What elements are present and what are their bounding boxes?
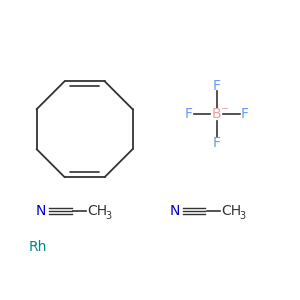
Text: F: F <box>213 79 221 93</box>
Text: F: F <box>184 107 193 121</box>
Text: F: F <box>213 136 221 150</box>
Text: CH: CH <box>87 204 107 218</box>
Text: −: − <box>221 104 229 114</box>
Text: N: N <box>169 204 180 218</box>
Text: N: N <box>36 204 46 218</box>
Text: Rh: Rh <box>28 240 46 254</box>
Text: F: F <box>241 107 249 121</box>
Text: 3: 3 <box>106 211 112 221</box>
Text: B: B <box>212 107 222 121</box>
Text: CH: CH <box>221 204 241 218</box>
Text: 3: 3 <box>239 211 246 221</box>
